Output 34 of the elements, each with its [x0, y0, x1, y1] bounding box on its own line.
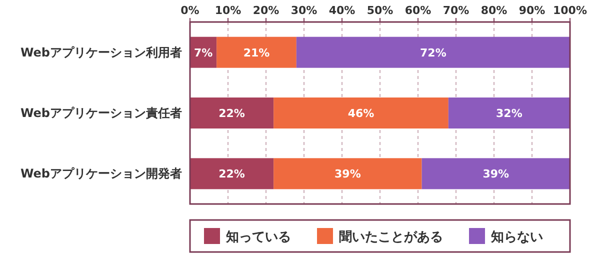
bar [274, 98, 448, 128]
bar [190, 98, 274, 128]
y-tick-label: Webアプリケーション利用者 [20, 45, 182, 60]
x-tick-label: 10% [214, 4, 242, 17]
data-label: 22% [218, 168, 245, 181]
x-tick-label: 70% [442, 4, 470, 17]
y-tick-label: Webアプリケーション責任者 [20, 106, 182, 120]
data-label: 21% [243, 46, 270, 60]
bar [190, 158, 274, 190]
data-label: 46% [348, 107, 374, 120]
data-label: 32% [496, 107, 522, 120]
x-tick-label: 60% [404, 4, 432, 17]
legend-label: 知らない [490, 230, 543, 245]
x-tick-label: 30% [290, 4, 318, 17]
x-tick-label: 100% [553, 4, 587, 17]
x-tick-label: 20% [252, 4, 280, 17]
bar [216, 36, 296, 68]
x-tick-label: 40% [328, 4, 356, 17]
legend-label: 知っている [225, 230, 291, 245]
data-label: 22% [218, 107, 245, 120]
x-tick-label: 0% [180, 4, 200, 17]
x-tick-label: 90% [518, 4, 546, 17]
bar [448, 98, 570, 128]
legend-label: 聞いたことがある [339, 230, 443, 245]
data-label: 39% [482, 168, 510, 181]
x-tick-label: 50% [366, 4, 394, 17]
data-label: 72% [420, 46, 446, 60]
data-label: 39% [334, 168, 361, 181]
bar [422, 158, 570, 190]
x-tick-label: 80% [480, 4, 508, 17]
bar [296, 36, 570, 68]
data-label: 7% [194, 46, 213, 60]
bar [274, 158, 422, 190]
y-tick-label: Webアプリケーション開発者 [20, 166, 182, 181]
